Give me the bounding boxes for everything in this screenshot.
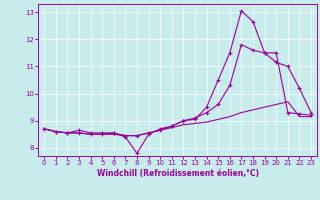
X-axis label: Windchill (Refroidissement éolien,°C): Windchill (Refroidissement éolien,°C) [97,169,259,178]
